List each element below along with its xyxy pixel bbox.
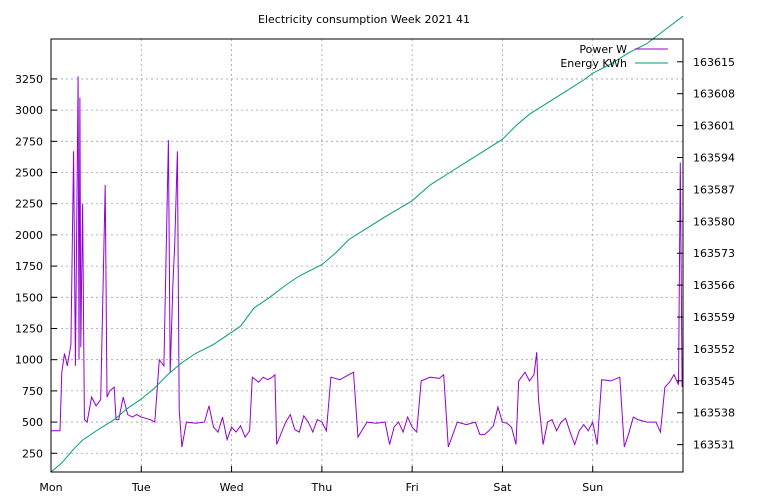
y-left-tick-label: 2750 <box>15 135 43 148</box>
y-right-tick-label: 163559 <box>693 311 735 324</box>
y-right-tick-label: 163531 <box>693 439 735 452</box>
series-line-power-w <box>51 76 683 448</box>
y-left-tick-label: 2250 <box>15 198 43 211</box>
chart-title: Electricity consumption Week 2021 41 <box>258 13 470 26</box>
plot-series <box>50 15 684 473</box>
y-left-tick-label: 3000 <box>15 104 43 117</box>
y-right-tick-label: 163545 <box>693 375 735 388</box>
y-left-tick-label: 500 <box>22 416 43 429</box>
plot-frame <box>50 38 684 473</box>
x-tick-label: Fri <box>406 481 419 494</box>
series-line-energy-kwh <box>50 15 684 473</box>
y-left-tick-label: 1000 <box>15 354 43 367</box>
y-right-tick-label: 163601 <box>693 120 735 133</box>
axes: 250 500 750 1000 1250 1500 1750 2000 2250 2500 275… <box>15 56 735 494</box>
y-left-tick-label: 2500 <box>15 167 43 180</box>
y-right-tick-label: 163566 <box>693 279 735 292</box>
y-right-tick-label: 163552 <box>693 343 735 356</box>
x-tick-label: Thu <box>311 481 333 494</box>
y-left-tick-label: 250 <box>22 447 43 460</box>
y-left-tick-label: 2000 <box>15 229 43 242</box>
x-tick-label: Wed <box>220 481 244 494</box>
y-left-tick-label: 1500 <box>15 291 43 304</box>
x-tick-label: Sun <box>582 481 603 494</box>
legend-label-power-w: Power W <box>579 43 627 56</box>
x-tick-label: Mon <box>39 481 62 494</box>
y-right-tick-label: 163580 <box>693 215 735 228</box>
y-right-tick-label: 163538 <box>693 407 735 420</box>
y-right-tick-label: 163608 <box>693 88 735 101</box>
y-right-tick-label: 163615 <box>693 56 735 69</box>
y-right-tick-label: 163573 <box>693 247 735 260</box>
x-tick-label: Sat <box>493 481 512 494</box>
x-tick-label: Tue <box>131 481 151 494</box>
y-left-tick-label: 3250 <box>15 73 43 86</box>
y-left-tick-label: 750 <box>22 385 43 398</box>
y-right-tick-label: 163587 <box>693 183 735 196</box>
legend-label-energy-kwh: Energy KWh <box>560 57 627 70</box>
y-left-tick-label: 1750 <box>15 260 43 273</box>
y-right-tick-label: 163594 <box>693 152 735 165</box>
y-left-tick-label: 1250 <box>15 322 43 335</box>
grid-lines <box>51 39 683 472</box>
